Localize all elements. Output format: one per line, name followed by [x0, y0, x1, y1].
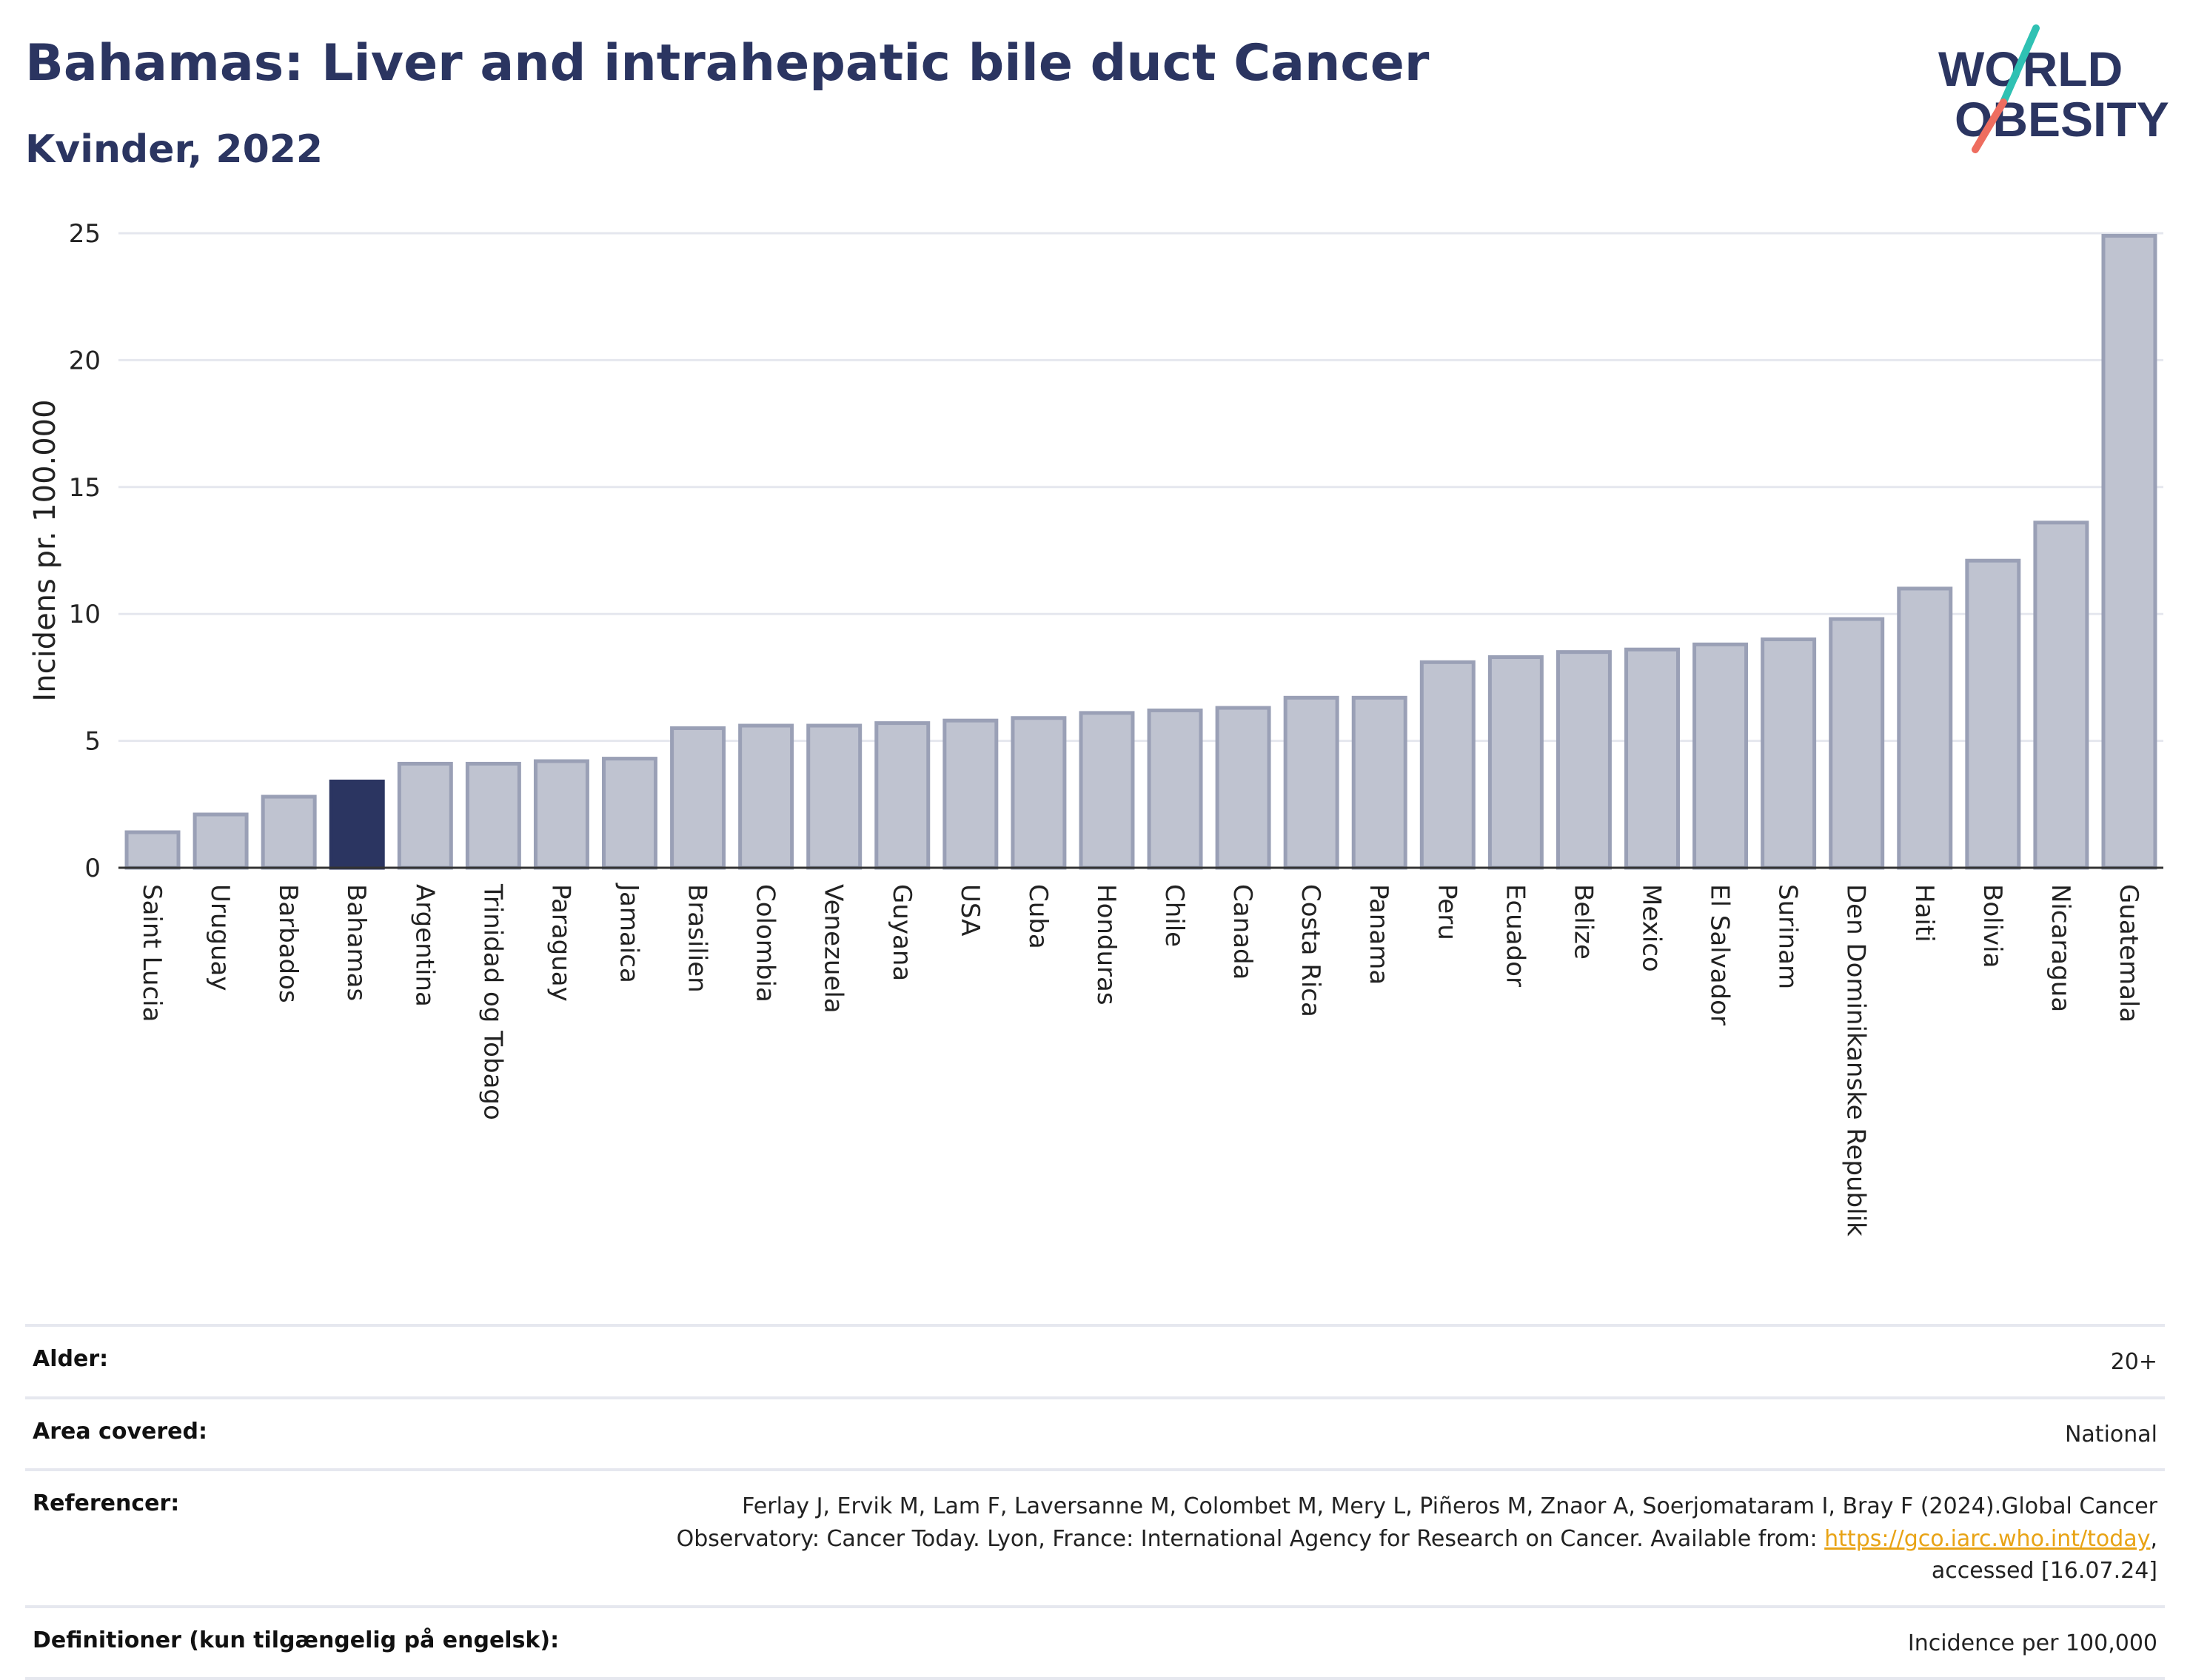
info-key: Referencer: [33, 1490, 179, 1516]
x-tick-label: Brasilien [683, 884, 712, 993]
x-tick-label: Honduras [1091, 884, 1121, 1005]
bar-costa-rica [1285, 697, 1337, 868]
bar-colombia [740, 726, 792, 868]
info-row-references: Referencer: Ferlay J, Ervik M, Lam F, La… [25, 1468, 2165, 1605]
x-tick-label: Bahamas [341, 884, 371, 1001]
bar-mexico [1627, 649, 1678, 868]
bar-surinam [1763, 639, 1815, 868]
info-row-definitions: Definitioner (kun tilgængelig på engelsk… [25, 1605, 2165, 1680]
x-tick-label: Jamaica [615, 883, 644, 983]
bar-bahamas [331, 781, 383, 868]
bar-den-dominikanske-republik [1831, 619, 1883, 868]
reference-link[interactable]: https://gco.iarc.who.int/today [1824, 1526, 2150, 1552]
bar-ecuador [1490, 657, 1541, 868]
x-tick-label: Paraguay [546, 884, 575, 1002]
bar-chart: 0 5 10 15 20 25 Saint Lucia Uruguay Barbados Bah… [0, 0, 2190, 1318]
info-key: Definitioner (kun tilgængelig på engelsk… [33, 1627, 559, 1653]
x-tick-label: Trinidad og Tobago [478, 883, 507, 1120]
info-value: 20+ [2111, 1346, 2157, 1379]
x-tick-label: Saint Lucia [137, 884, 167, 1022]
x-tick-label: Colombia [751, 884, 780, 1003]
x-tick-label: El Salvador [1705, 884, 1735, 1025]
bar-nicaragua [2035, 523, 2087, 868]
x-tick-label: Mexico [1637, 884, 1667, 972]
bar-saint-lucia [127, 832, 178, 868]
bar-trinidad-og-tobago [467, 763, 519, 868]
bars [127, 235, 2155, 868]
x-tick-label: Uruguay [205, 884, 235, 991]
x-tick-label: Canada [1228, 884, 1257, 980]
x-tick-label: Peru [1432, 884, 1461, 940]
bar-chile [1149, 710, 1201, 868]
x-tick-label: Guatemala [2114, 884, 2143, 1023]
bar-paraguay [535, 761, 587, 868]
bar-canada [1217, 708, 1269, 868]
x-tick-label: Barbados [273, 884, 303, 1003]
x-tick-label: Cuba [1023, 884, 1053, 949]
x-tick-label: Costa Rica [1296, 884, 1325, 1017]
info-row-age: Alder: 20+ [25, 1324, 2165, 1396]
bar-jamaica [604, 759, 656, 868]
bar-barbados [263, 797, 315, 868]
x-tick-label: Bolivia [1978, 884, 2007, 968]
y-tick-label: 10 [69, 600, 101, 629]
y-tick-label: 20 [69, 346, 101, 375]
bar-venezuela [808, 726, 860, 868]
bar-haiti [1899, 589, 1951, 868]
bar-guyana [877, 723, 928, 868]
bar-brasilien [672, 728, 724, 868]
bar-bolivia [1967, 560, 2019, 868]
bar-argentina [399, 763, 451, 868]
info-key: Area covered: [33, 1419, 207, 1445]
y-axis-title: Incidens pr. 100.000 [28, 399, 62, 701]
x-tick-label: USA [955, 884, 985, 936]
bar-honduras [1081, 713, 1133, 868]
x-tick-label: Panama [1364, 884, 1393, 985]
bar-guatemala [2103, 235, 2155, 868]
y-tick-label: 25 [69, 219, 101, 249]
bar-panama [1353, 697, 1405, 868]
info-table: Alder: 20+ Area covered: National Refere… [25, 1324, 2165, 1680]
bar-peru [1422, 662, 1473, 868]
info-value: Incidence per 100,000 [1908, 1627, 2157, 1660]
x-tick-label: Nicaragua [2046, 884, 2075, 1012]
x-axis-labels: Saint Lucia Uruguay Barbados Bahamas Argenti… [137, 883, 2143, 1236]
x-tick-label: Ecuador [1500, 884, 1530, 987]
x-tick-label: Chile [1159, 884, 1189, 947]
x-tick-label: Surinam [1773, 884, 1803, 989]
bar-el-salvador [1695, 644, 1747, 868]
bar-uruguay [195, 814, 247, 868]
x-tick-label: Belize [1568, 884, 1598, 960]
x-tick-label: Venezuela [819, 884, 848, 1014]
y-tick-label: 0 [84, 854, 101, 883]
x-tick-label: Den Dominikanske Republik [1841, 884, 1871, 1236]
x-tick-label: Haiti [1909, 884, 1939, 943]
y-tick-label: 5 [84, 727, 101, 757]
info-value: Ferlay J, Ervik M, Lam F, Laversanne M, … [640, 1490, 2157, 1587]
bar-usa [945, 720, 997, 868]
info-value: National [2065, 1419, 2157, 1451]
y-axis-ticks: 0 5 10 15 20 25 [69, 219, 101, 883]
info-key: Alder: [33, 1346, 108, 1372]
info-row-area: Area covered: National [25, 1396, 2165, 1469]
y-tick-label: 15 [69, 473, 101, 503]
x-tick-label: Guyana [887, 884, 917, 981]
bar-cuba [1013, 718, 1065, 868]
bar-belize [1558, 652, 1610, 868]
x-tick-label: Argentina [409, 884, 439, 1007]
